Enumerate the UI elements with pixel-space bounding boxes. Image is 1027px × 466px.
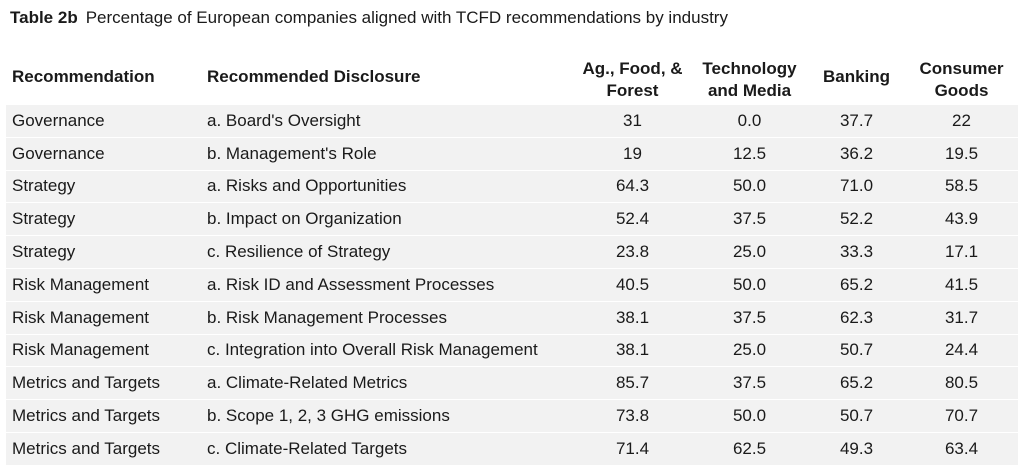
cell-consumer-goods: 43.9 [944,209,979,229]
cell-disclosure: b. Risk Management Processes [207,307,447,327]
cell-consumer-goods: 19.5 [944,143,979,163]
cell-technology-media: 50.0 [732,176,767,196]
cell-ag-food-forest: 38.1 [615,307,650,327]
cell-technology-media: 37.5 [732,373,767,393]
header-ag-line1: Ag., Food, & [582,59,683,78]
table-row: Governance b. Management's Role 19 12.5 36.2… [6,137,1018,171]
cell-recommendation: Strategy [12,209,76,229]
header-row: Recommendation Recommended Disclosure Ag… [6,42,1018,105]
cell-banking: 49.3 [839,438,874,458]
table-label: Table 2b [10,8,78,27]
cell-ag-food-forest: 38.1 [615,340,650,360]
table-title: Table 2b Percentage of European companies… [10,4,728,32]
header-tech-line2: and Media [707,81,792,100]
cell-banking: 71.0 [839,176,874,196]
cell-ag-food-forest: 23.8 [615,242,650,262]
cell-consumer-goods: 58.5 [944,176,979,196]
cell-disclosure: a. Climate-Related Metrics [207,373,408,393]
cell-disclosure: c. Resilience of Strategy [207,242,391,262]
cell-banking: 37.7 [839,110,874,130]
header-technology-media: Technology and Media [691,42,808,105]
table-row: Strategy b. Impact on Organization 52.4 37.… [6,202,1018,236]
cell-technology-media: 25.0 [732,340,767,360]
table-row: Strategy a. Risks and Opportunities 64.3 50… [6,170,1018,203]
cell-banking: 33.3 [839,242,874,262]
table-row: Metrics and Targets c. Climate-Related Ta… [6,432,1018,466]
table-caption: Percentage of European companies aligned… [85,8,728,27]
cell-consumer-goods: 63.4 [944,438,979,458]
cell-recommendation: Metrics and Targets [12,438,161,458]
cell-technology-media: 12.5 [732,143,767,163]
cell-recommendation: Governance [12,110,105,130]
header-tech-line1: Technology [702,59,797,78]
cell-consumer-goods: 70.7 [944,406,979,426]
cell-consumer-goods: 22 [952,110,971,130]
cell-ag-food-forest: 71.4 [615,438,650,458]
header-ag-food-forest: Ag., Food, & Forest [574,42,691,105]
cell-disclosure: b. Impact on Organization [207,209,402,229]
cell-technology-media: 62.5 [732,438,767,458]
cell-disclosure: b. Scope 1, 2, 3 GHG emissions [207,406,450,426]
cell-ag-food-forest: 19 [623,143,642,163]
cell-recommendation: Metrics and Targets [12,406,161,426]
header-consumer-line2: Goods [934,81,989,100]
cell-banking: 62.3 [839,307,874,327]
data-table: Recommendation Recommended Disclosure Ag… [6,42,1018,466]
header-recommendation: Recommendation [12,67,155,86]
cell-recommendation: Metrics and Targets [12,373,161,393]
table-row: Strategy c. Resilience of Strategy 23.8 25.… [6,235,1018,269]
table-row: Governance a. Board's Oversight 31 0.0 37.7 2… [6,104,1018,138]
cell-technology-media: 50.0 [732,406,767,426]
cell-ag-food-forest: 85.7 [615,373,650,393]
cell-technology-media: 25.0 [732,242,767,262]
cell-technology-media: 37.5 [732,209,767,229]
cell-recommendation: Strategy [12,176,76,196]
table-row: Risk Management c. Integration into Overa… [6,334,1018,367]
cell-recommendation: Risk Management [12,307,150,327]
cell-disclosure: a. Risks and Opportunities [207,176,407,196]
cell-ag-food-forest: 40.5 [615,274,650,294]
table-row: Metrics and Targets b. Scope 1, 2, 3 GHG … [6,399,1018,433]
cell-banking: 50.7 [839,406,874,426]
cell-disclosure: a. Risk ID and Assessment Processes [207,274,495,294]
cell-consumer-goods: 17.1 [944,242,979,262]
header-consumer-line1: Consumer [919,59,1004,78]
cell-consumer-goods: 80.5 [944,373,979,393]
cell-technology-media: 37.5 [732,307,767,327]
cell-banking: 65.2 [839,373,874,393]
cell-ag-food-forest: 31 [623,110,642,130]
cell-technology-media: 0.0 [737,110,762,130]
cell-ag-food-forest: 64.3 [615,176,650,196]
cell-disclosure: c. Climate-Related Targets [207,438,407,458]
cell-recommendation: Strategy [12,242,76,262]
cell-ag-food-forest: 73.8 [615,406,650,426]
header-consumer-goods: Consumer Goods [905,42,1018,105]
cell-banking: 52.2 [839,209,874,229]
cell-consumer-goods: 41.5 [944,274,979,294]
table-figure: Table 2b Percentage of European companies… [6,4,1018,466]
table-row: Risk Management a. Risk ID and Assessment… [6,268,1018,302]
cell-recommendation: Governance [12,143,105,163]
header-banking: Banking [822,67,891,86]
cell-consumer-goods: 31.7 [944,307,979,327]
cell-ag-food-forest: 52.4 [615,209,650,229]
table-row: Risk Management b. Risk Management Proces… [6,301,1018,335]
cell-consumer-goods: 24.4 [944,340,979,360]
cell-disclosure: b. Management's Role [207,143,377,163]
header-disclosure: Recommended Disclosure [207,67,421,86]
cell-disclosure: a. Board's Oversight [207,110,361,130]
cell-banking: 65.2 [839,274,874,294]
cell-recommendation: Risk Management [12,274,150,294]
cell-banking: 36.2 [839,143,874,163]
cell-banking: 50.7 [839,340,874,360]
cell-disclosure: c. Integration into Overall Risk Managem… [207,340,538,360]
cell-recommendation: Risk Management [12,340,150,360]
table-row: Metrics and Targets a. Climate-Related Me… [6,366,1018,400]
cell-technology-media: 50.0 [732,274,767,294]
header-ag-line2: Forest [606,81,659,100]
table-body: Governance a. Board's Oversight 31 0.0 37.7 2… [6,104,1018,466]
